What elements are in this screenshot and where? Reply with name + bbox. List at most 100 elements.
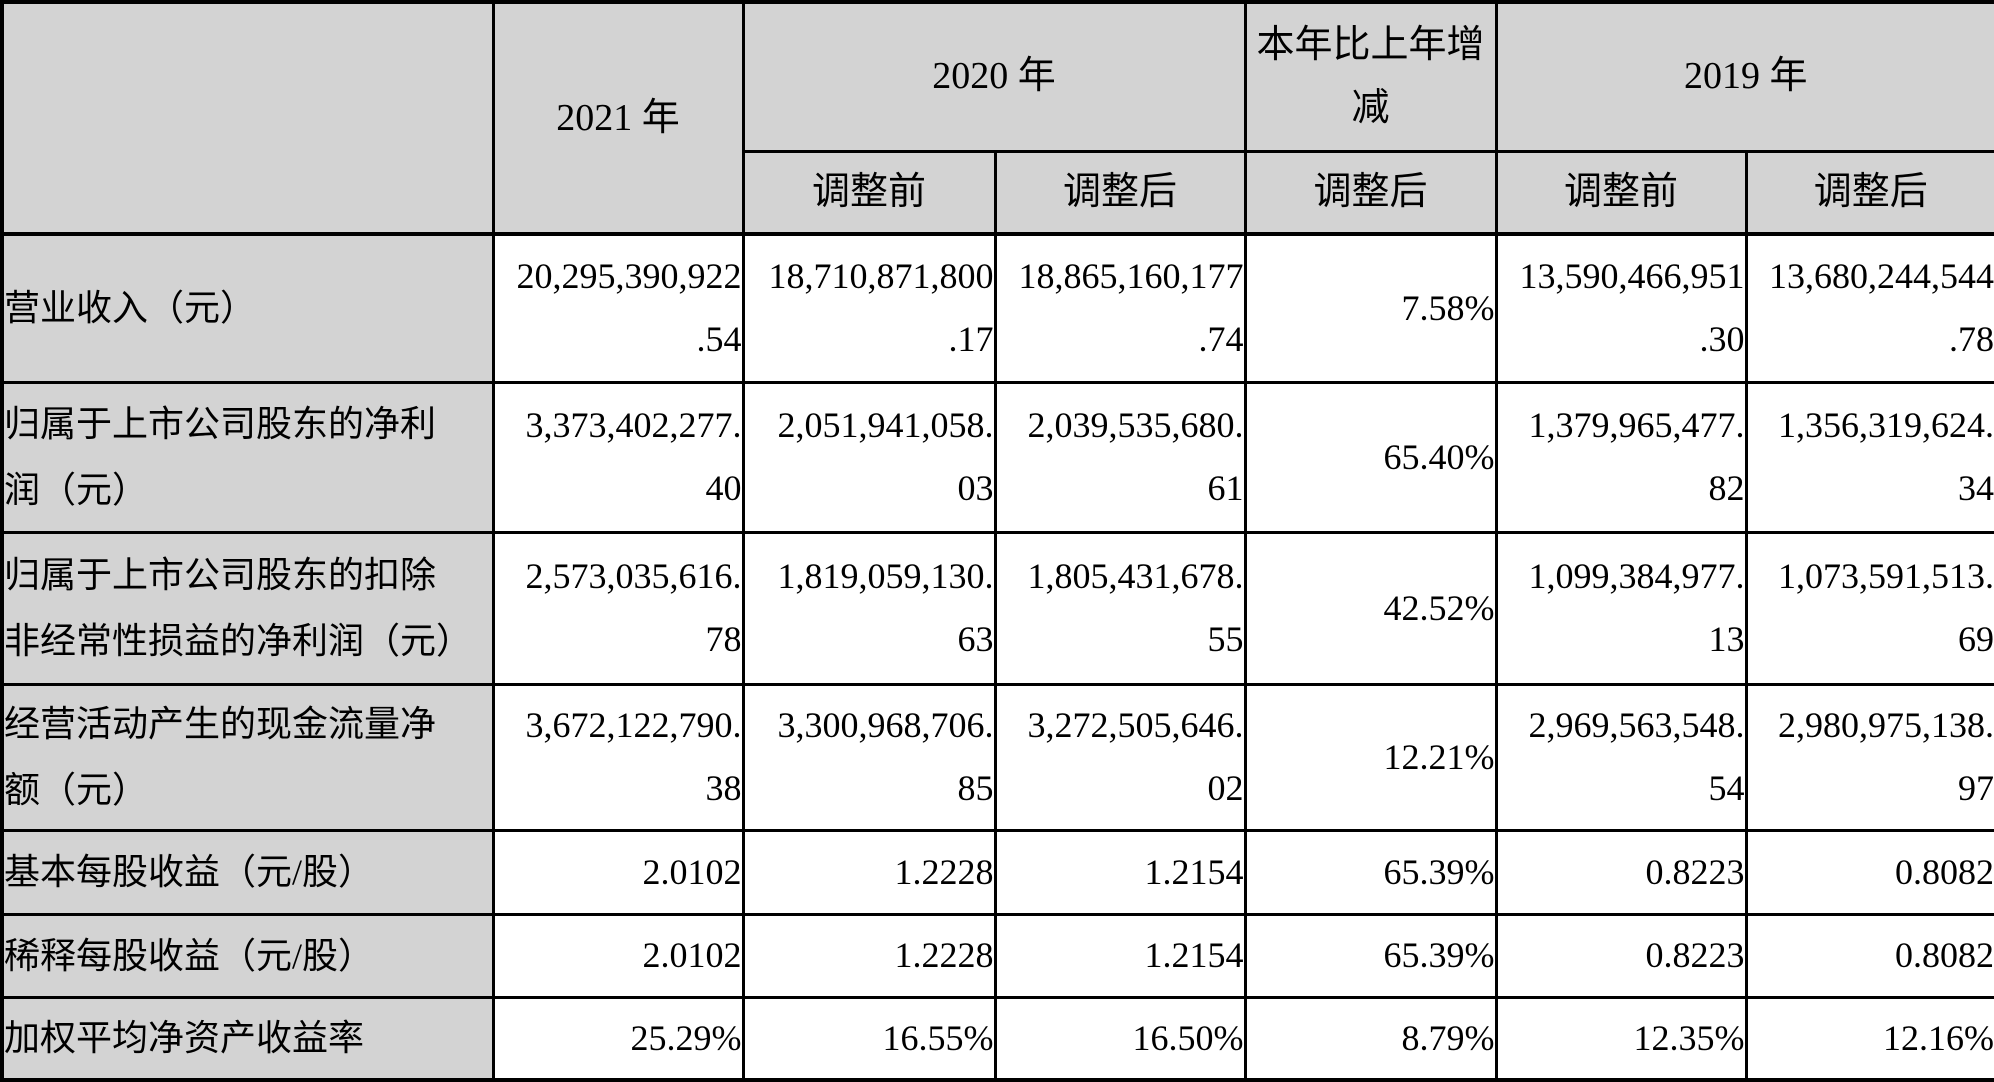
value-cell: 0.8223 xyxy=(1494,912,1748,999)
cell-line: 归属于上市公司股东的净利 xyxy=(4,404,437,444)
cell-line: 1,073,591,513. xyxy=(1778,556,1994,596)
value-cell: 2,573,035,616. 78 xyxy=(491,530,745,686)
cell-line: 1,805,431,678. xyxy=(1027,556,1244,596)
value-cell: 3,272,505,646. 02 xyxy=(993,682,1247,832)
value-cell: 16.55% xyxy=(741,995,997,1082)
cell-line: 16.50% xyxy=(1132,1017,1244,1058)
cell-line: 归属于上市公司股东的扣除 xyxy=(4,555,437,595)
cell-line: 1.2228 xyxy=(894,935,994,975)
cell-line: 0.8082 xyxy=(1895,935,1994,975)
cell-line: 加权平均净资产收益率 xyxy=(4,1018,365,1058)
cell-line: 1,819,059,130. xyxy=(777,556,994,596)
cell-line: .78 xyxy=(1949,319,1994,360)
cell-line: 1,356,319,624. xyxy=(1778,405,1994,445)
value-cell: 1.2154 xyxy=(993,828,1247,916)
cell-line: 2,980,975,138. xyxy=(1778,705,1994,745)
cell-line: 12.16% xyxy=(1883,1017,1994,1058)
cell-line: 7.58% xyxy=(1401,287,1495,328)
value-cell: 25.29% xyxy=(491,995,745,1082)
cutoff-row xyxy=(0,1077,1994,1082)
row-label: 基本每股收益（元/股） xyxy=(0,828,495,916)
row-label: 经营活动产生的现金流量净 额（元） xyxy=(0,682,495,832)
value-cell: 2,969,563,548. 54 xyxy=(1494,682,1748,832)
header-2019: 2019 年 xyxy=(1494,0,1994,153)
cell-line: 2.0102 xyxy=(642,851,742,892)
cell-line: 3,300,968,706. xyxy=(777,705,994,745)
header-2019-before: 调整前 xyxy=(1494,149,1748,236)
value-cell: 1,819,059,130. 63 xyxy=(741,530,997,686)
table-body: 营业收入（元） 20,295,390,922 .54 18,710,871,800 .1… xyxy=(0,232,1994,1082)
value-cell: 12.16% xyxy=(1744,995,1994,1082)
cutoff-cell xyxy=(491,1077,745,1082)
cell-line: 润（元） xyxy=(4,470,149,510)
value-cell: 65.39% xyxy=(1243,828,1498,916)
cell-line: 0.8223 xyxy=(1645,851,1745,892)
value-cell: 18,865,160,177 .74 xyxy=(993,232,1247,384)
value-cell: 2.0102 xyxy=(491,828,745,916)
cell-line: 16.55% xyxy=(882,1017,994,1058)
value-cell: 2.0102 xyxy=(491,912,745,999)
cell-line: 03 xyxy=(957,468,994,508)
value-cell: 1.2228 xyxy=(741,828,997,916)
cell-line: 34 xyxy=(1958,468,1994,508)
value-cell: 1,805,431,678. 55 xyxy=(993,530,1247,686)
cell-line: 2,051,941,058. xyxy=(777,405,994,445)
cell-line: 78 xyxy=(705,619,742,659)
cell-line: 54 xyxy=(1708,768,1745,808)
row-label: 稀释每股收益（元/股） xyxy=(0,912,495,999)
cell-line: 12.21% xyxy=(1383,736,1495,777)
corner-cell xyxy=(0,0,495,236)
cell-line: 18,865,160,177 xyxy=(1018,256,1244,297)
value-cell: 1,073,591,513. 69 xyxy=(1744,530,1994,686)
value-cell: 0.8082 xyxy=(1744,912,1994,999)
cell-line: 42.52% xyxy=(1383,587,1495,628)
header-change-line2: 减 xyxy=(1351,86,1390,129)
table-row: 经营活动产生的现金流量净 额（元） 3,672,122,790. 38 3,300,96… xyxy=(0,682,1994,832)
cell-line: 1,099,384,977. xyxy=(1528,556,1745,596)
value-cell: 2,980,975,138. 97 xyxy=(1744,682,1994,832)
row-label: 归属于上市公司股东的净利 润（元） xyxy=(0,380,495,534)
header-change-line1: 本年比上年增 xyxy=(1256,23,1485,66)
cell-line: 基本每股收益（元/股） xyxy=(4,852,375,892)
cell-line: 13,680,244,544 xyxy=(1769,256,1994,297)
cell-line: 3,672,122,790. xyxy=(525,705,742,745)
cell-line: 稀释每股收益（元/股） xyxy=(4,935,375,976)
header-2019-after: 调整后 xyxy=(1744,149,1994,236)
cutoff-cell xyxy=(1243,1077,1498,1082)
cell-line: 额（元） xyxy=(4,770,149,810)
cell-line: 40 xyxy=(705,468,742,508)
value-cell: 12.21% xyxy=(1243,682,1498,832)
cutoff-cell xyxy=(0,1077,495,1082)
cell-line: 1.2154 xyxy=(1144,935,1244,975)
cell-line: 2,573,035,616. xyxy=(525,556,742,596)
value-cell: 8.79% xyxy=(1243,995,1498,1082)
row-label: 加权平均净资产收益率 xyxy=(0,995,495,1082)
cell-line: 13,590,466,951 xyxy=(1519,256,1745,297)
cell-line: 13 xyxy=(1708,619,1745,659)
value-cell: 1,356,319,624. 34 xyxy=(1744,380,1994,534)
cell-line: 2.0102 xyxy=(642,935,742,975)
cell-line: 0.8082 xyxy=(1895,851,1994,892)
header-2020: 2020 年 xyxy=(741,0,1247,153)
cell-line: 经营活动产生的现金流量净 xyxy=(4,704,437,744)
value-cell: 3,300,968,706. 85 xyxy=(741,682,997,832)
cell-line: 20,295,390,922 xyxy=(516,256,742,297)
cell-line: 82 xyxy=(1708,468,1745,508)
value-cell: 1,379,965,477. 82 xyxy=(1494,380,1748,534)
cell-line: 02 xyxy=(1207,768,1244,808)
cell-line: .17 xyxy=(948,319,994,360)
cell-line: 0.8223 xyxy=(1645,935,1745,975)
cell-line: 1.2228 xyxy=(894,851,994,892)
value-cell: 2,039,535,680. 61 xyxy=(993,380,1247,534)
value-cell: 1.2228 xyxy=(741,912,997,999)
cell-line: 55 xyxy=(1207,619,1244,659)
cell-line: .54 xyxy=(696,319,742,360)
value-cell: 0.8082 xyxy=(1744,828,1994,916)
cell-line: 61 xyxy=(1207,468,1244,508)
header-change-after: 调整后 xyxy=(1243,149,1498,236)
header-2020-before: 调整前 xyxy=(741,149,997,236)
cell-line: 38 xyxy=(705,768,742,808)
cell-line: 25.29% xyxy=(630,1017,742,1058)
cutoff-cell xyxy=(1494,1077,1748,1082)
